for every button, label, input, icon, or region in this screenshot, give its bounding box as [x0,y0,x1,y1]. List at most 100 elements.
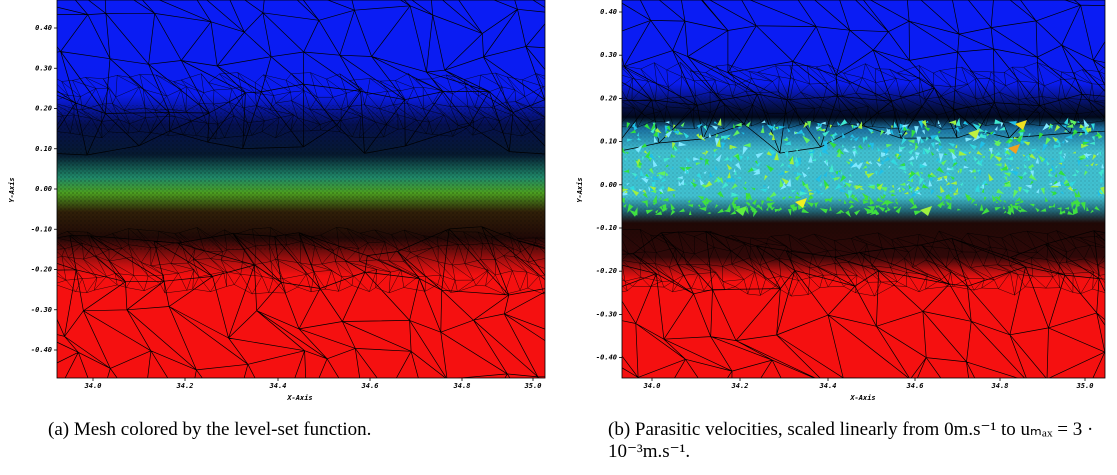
velocity-arrow [696,123,703,129]
velocity-arrow [760,126,765,134]
velocity-arrow [677,152,681,154]
velocity-arrow [759,188,767,193]
velocity-arrow [1031,148,1038,153]
velocity-arrow [752,168,760,173]
velocity-arrow [732,129,740,137]
velocity-arrow [1048,205,1054,209]
velocity-arrow [1014,202,1021,206]
velocity-arrow [667,186,676,192]
velocity-arrow [626,138,633,142]
velocity-arrow [653,136,658,143]
velocity-arrow [893,206,899,210]
velocity-arrow [1010,170,1019,176]
velocity-arrow [645,209,654,215]
velocity-arrow [787,127,791,133]
velocity-arrow [781,177,789,185]
velocity-arrow [921,184,930,189]
velocity-arrow [1058,162,1063,165]
x-axis-label: X-Axis [849,394,875,402]
velocity-arrow [727,171,731,179]
velocity-arrow [820,121,826,125]
velocity-arrow [721,182,729,189]
velocity-arrow [914,126,919,135]
velocity-arrow [790,204,795,213]
velocity-arrow [890,158,899,166]
velocity-arrow [1020,208,1028,212]
velocity-arrow [1038,132,1044,140]
velocity-arrow [746,156,750,161]
velocity-arrow [911,129,916,139]
velocity-arrow [1030,170,1034,178]
x-tick-label: 34.6 [361,382,379,390]
velocity-arrow [666,125,671,132]
velocity-arrow [761,200,765,206]
velocity-arrow [1008,144,1020,154]
velocity-arrow [635,144,643,153]
velocity-arrow [837,199,842,202]
velocity-arrow [869,209,878,215]
velocity-arrow [1092,154,1097,161]
velocity-arrow [994,126,998,131]
velocity-arrow [704,181,713,189]
velocity-arrow [768,131,775,137]
velocity-arrow [839,119,848,127]
x-tick-label: 35.0 [1076,382,1094,390]
velocity-arrow [688,210,692,215]
velocity-arrow [1017,209,1022,213]
plot [622,0,1105,378]
velocity-arrow [937,119,940,125]
velocity-arrow [875,205,881,209]
velocity-arrow [918,177,925,186]
velocity-arrow [956,163,959,167]
velocity-arrow [896,187,901,190]
velocity-arrow [899,182,906,186]
velocity-arrow [930,151,935,156]
velocity-arrow [896,153,900,159]
velocity-arrow [959,168,963,174]
velocity-arrow [818,136,821,141]
velocity-arrow [922,148,926,155]
velocity-arrow [659,205,663,211]
velocity-arrow [977,169,982,173]
velocity-arrow [697,204,701,208]
velocity-arrow [810,197,814,200]
velocity-arrow [968,151,972,154]
velocity-arrow [880,152,890,158]
velocity-arrow [699,157,705,160]
velocity-arrow [1063,153,1066,157]
velocity-arrow [830,137,835,143]
velocity-arrow [643,176,647,180]
velocity-arrow [1059,181,1066,186]
velocity-arrow [731,198,735,205]
velocity-arrow [779,163,785,168]
velocity-arrow [673,124,676,129]
velocity-arrow [935,148,940,153]
velocity-arrow [755,152,764,159]
velocity-arrow [915,152,920,161]
velocity-arrow [705,161,710,166]
velocity-arrow [910,192,917,198]
velocity-arrow [766,206,769,211]
velocity-arrow [949,191,954,194]
y-tick-label: 0.20 [35,105,52,113]
velocity-arrow [778,125,786,130]
velocity-arrow [923,126,931,132]
velocity-arrow [745,197,750,200]
velocity-arrow [839,209,845,213]
velocity-arrow [1025,154,1031,159]
velocity-arrow [1036,188,1040,194]
velocity-arrow [795,148,798,153]
velocity-arrow [1099,177,1103,183]
velocity-arrow [973,203,977,206]
velocity-arrow [716,177,721,183]
velocity-arrow [1000,122,1004,128]
velocity-arrow [919,172,924,175]
velocity-arrow [623,169,630,173]
velocity-arrow [721,142,726,150]
y-tick-label: -0.10 [31,225,52,233]
velocity-arrow [994,151,1001,157]
velocity-arrow [816,123,823,127]
velocity-arrow [626,183,630,186]
velocity-arrow [701,152,705,155]
velocity-arrow [1094,133,1101,137]
